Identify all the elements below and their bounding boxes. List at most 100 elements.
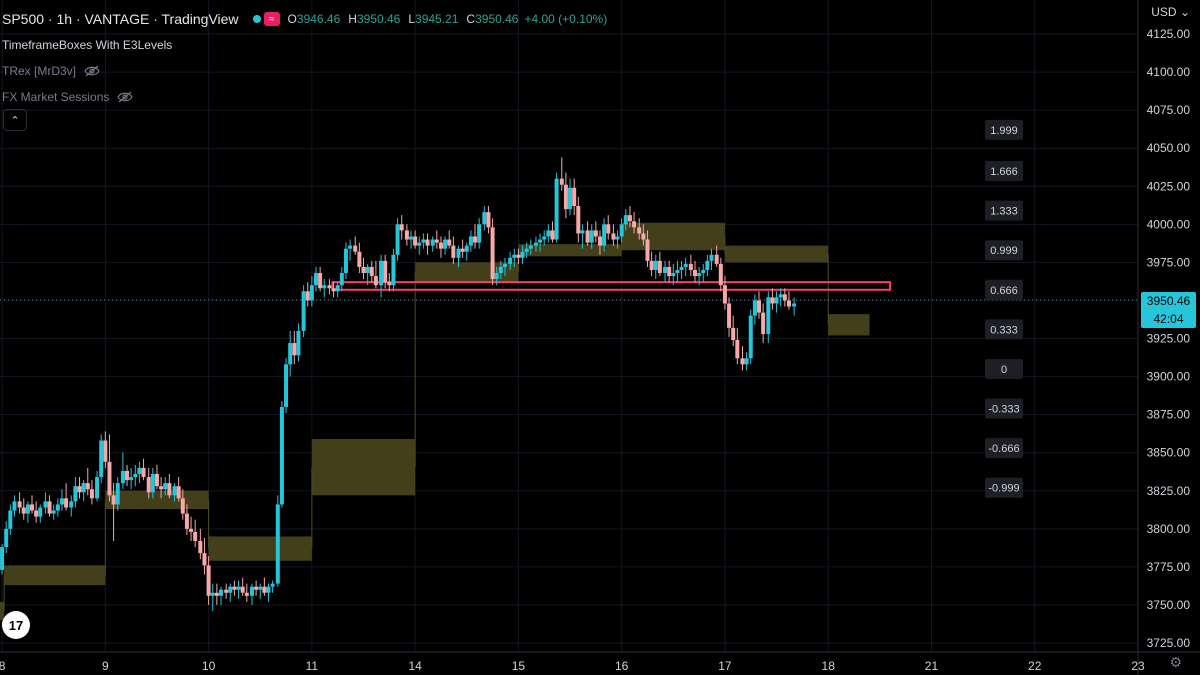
candle-body xyxy=(782,294,787,301)
candle-body xyxy=(0,547,5,570)
time-tick-label: 10 xyxy=(202,659,216,673)
candle-body xyxy=(228,586,233,593)
level-label: -0.999 xyxy=(988,483,1019,495)
low-label: L xyxy=(408,12,416,26)
candle-body xyxy=(180,498,185,514)
level-label-bg xyxy=(985,200,1023,221)
candle-body xyxy=(202,553,207,566)
e3-level-labels: 1.999 1.666 1.333 0.999 0.666 0.333 0 -0.333 -0.… xyxy=(985,119,1023,498)
time-tick-label: 23 xyxy=(1131,659,1145,673)
candle-body xyxy=(709,254,714,261)
candle-body xyxy=(111,495,116,505)
candle-body xyxy=(249,586,254,596)
last-price-value: 3950.46 xyxy=(1146,294,1191,308)
level-label: 0.333 xyxy=(990,324,1018,336)
gear-icon[interactable]: ⚙ xyxy=(1169,654,1182,670)
candle-body xyxy=(85,483,90,490)
indicator-label[interactable]: TRex [MrD3v] xyxy=(2,64,77,78)
price-tick-label: 3975.00 xyxy=(1147,255,1191,269)
candle-body xyxy=(313,273,318,286)
candle-body xyxy=(218,589,223,596)
candle-body xyxy=(198,540,203,554)
candle-body xyxy=(240,586,245,593)
candle-body xyxy=(632,221,637,228)
time-tick-label: 15 xyxy=(512,659,526,673)
indicator-row[interactable]: TRex [MrD3v] xyxy=(2,58,607,84)
indicator-row[interactable]: FX Market Sessions xyxy=(2,84,607,110)
candle-body xyxy=(361,266,366,274)
indicator-label[interactable]: FX Market Sessions xyxy=(2,90,110,104)
price-tick-label: 3925.00 xyxy=(1147,332,1191,346)
candle-body xyxy=(206,565,211,596)
timeframe-box xyxy=(311,438,416,496)
collapse-legend-button[interactable]: ⌃ xyxy=(3,109,27,131)
candle-body xyxy=(409,236,414,240)
open-label: O xyxy=(287,12,297,26)
candle-body xyxy=(159,486,164,490)
candle-body xyxy=(137,467,142,475)
open-value: 3946.46 xyxy=(296,12,341,26)
candle-body xyxy=(8,510,13,529)
candle-body xyxy=(73,486,78,502)
eye-hidden-icon[interactable] xyxy=(84,65,100,77)
chevron-up-icon: ⌃ xyxy=(10,114,20,127)
candle-body xyxy=(606,224,611,234)
price-axis[interactable]: 4125.00 4100.00 4075.00 4050.00 4025.00 4000.… xyxy=(1147,27,1191,650)
price-tick-label: 3775.00 xyxy=(1147,560,1191,574)
level-label: 0.999 xyxy=(990,245,1018,257)
indicator-row[interactable]: TimeframeBoxes With E3Levels xyxy=(2,32,607,58)
level-label-bg xyxy=(985,161,1023,182)
close-value: 3950.46 xyxy=(475,12,519,26)
candle-body xyxy=(641,233,646,240)
candle-body xyxy=(59,498,64,505)
candle-body xyxy=(353,245,358,252)
candle-body xyxy=(559,178,564,185)
level-label: 1.666 xyxy=(990,166,1018,178)
time-axis[interactable]: 8 9 10 11 14 15 16 17 18 21 22 23 xyxy=(0,659,1145,673)
symbol-title[interactable]: SP500 · 1h · VANTAGE · TradingView xyxy=(2,11,239,27)
candle-body xyxy=(683,263,688,267)
price-tick-label: 3800.00 xyxy=(1147,522,1191,536)
candle-body xyxy=(81,483,86,493)
candle-body xyxy=(451,245,456,258)
candle-body xyxy=(722,285,727,304)
candle-body xyxy=(615,236,620,240)
candle-body xyxy=(649,260,654,270)
candle-body xyxy=(288,343,293,365)
candle-body xyxy=(714,254,719,264)
data-source-icon[interactable]: ≈ xyxy=(263,12,280,26)
candle-body xyxy=(357,251,362,267)
candle-body xyxy=(387,282,392,286)
indicator-label[interactable]: TimeframeBoxes With E3Levels xyxy=(2,38,173,52)
candle-body xyxy=(533,242,538,246)
candle-body xyxy=(627,215,632,222)
candle-body xyxy=(43,501,48,508)
price-tick-label: 4025.00 xyxy=(1147,179,1191,193)
price-tick-label: 3875.00 xyxy=(1147,408,1191,422)
timeframe-box xyxy=(518,244,622,257)
tradingview-logo[interactable]: 17 xyxy=(2,611,30,639)
candle-body xyxy=(270,583,275,587)
time-tick-label: 16 xyxy=(615,659,629,673)
candle-body xyxy=(69,501,74,508)
timeframe-box xyxy=(621,222,725,251)
candle-body xyxy=(774,297,779,304)
candle-body xyxy=(585,230,590,243)
currency-selector[interactable]: USD ⌄ xyxy=(1151,5,1190,19)
status-icons: ≈ xyxy=(252,12,280,26)
candle-body xyxy=(184,513,189,529)
candle-body xyxy=(236,586,241,590)
candle-body xyxy=(735,340,740,359)
candle-body xyxy=(163,483,168,490)
candle-body xyxy=(55,504,60,511)
bar-countdown: 42:04 xyxy=(1153,312,1184,326)
candle-body xyxy=(279,407,284,505)
candle-body xyxy=(365,266,370,274)
candle-body xyxy=(748,315,753,359)
candle-body xyxy=(25,504,30,514)
candle-body xyxy=(679,266,684,270)
eye-hidden-icon[interactable] xyxy=(117,91,134,103)
time-tick-label: 21 xyxy=(925,659,939,673)
candle-body xyxy=(120,470,125,484)
